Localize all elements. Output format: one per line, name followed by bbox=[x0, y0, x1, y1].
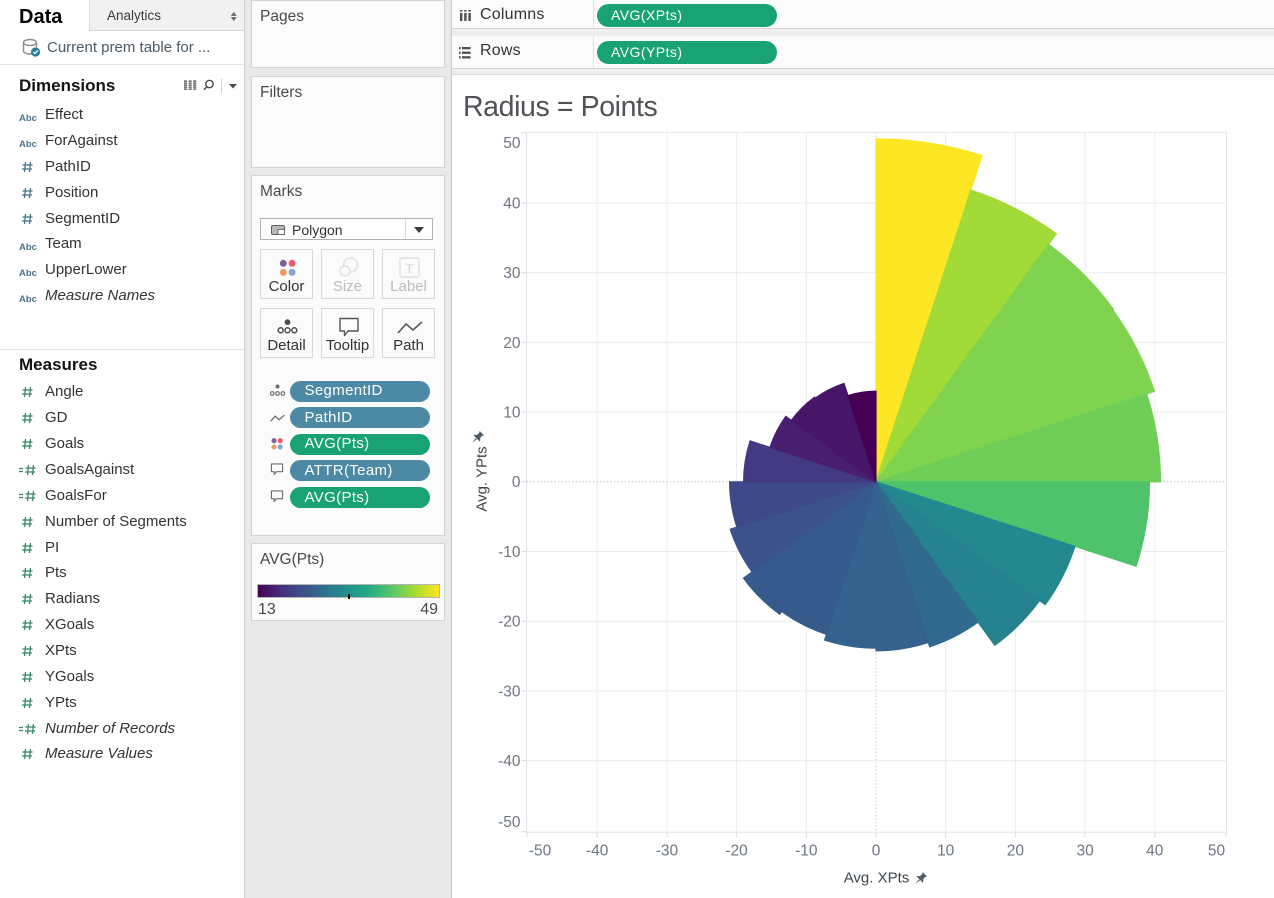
svg-text:40: 40 bbox=[503, 195, 521, 212]
svg-text:T: T bbox=[406, 261, 414, 276]
svg-text:0: 0 bbox=[512, 474, 521, 491]
svg-text:10: 10 bbox=[503, 405, 521, 422]
svg-text:-20: -20 bbox=[725, 842, 748, 859]
svg-text:-30: -30 bbox=[498, 683, 521, 700]
svg-text:20: 20 bbox=[1007, 842, 1025, 859]
svg-text:Avg. XPts: Avg. XPts bbox=[844, 870, 910, 887]
svg-text:-50: -50 bbox=[529, 842, 552, 859]
svg-text:0: 0 bbox=[872, 842, 881, 859]
svg-text:30: 30 bbox=[1076, 842, 1094, 859]
svg-text:40: 40 bbox=[1146, 842, 1164, 859]
svg-text:50: 50 bbox=[1208, 842, 1226, 859]
svg-text:-50: -50 bbox=[498, 814, 521, 831]
svg-text:Avg. YPts: Avg. YPts bbox=[474, 446, 491, 511]
svg-text:-10: -10 bbox=[795, 842, 818, 859]
svg-text:10: 10 bbox=[937, 842, 955, 859]
svg-text:-20: -20 bbox=[498, 614, 521, 631]
svg-text:50: 50 bbox=[503, 135, 521, 152]
svg-text:-10: -10 bbox=[498, 544, 521, 561]
svg-text:-40: -40 bbox=[586, 842, 609, 859]
svg-text:30: 30 bbox=[503, 265, 521, 282]
svg-text:-30: -30 bbox=[656, 842, 679, 859]
svg-text:20: 20 bbox=[503, 335, 521, 352]
svg-text:-40: -40 bbox=[498, 753, 521, 770]
